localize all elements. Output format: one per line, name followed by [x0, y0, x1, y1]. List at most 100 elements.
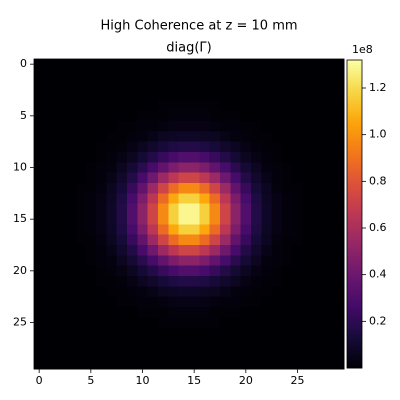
heatmap-cell	[75, 255, 87, 267]
heatmap-cell	[323, 152, 335, 163]
heatmap-cell	[96, 224, 107, 236]
heatmap-cell	[85, 162, 97, 174]
heatmap-cell	[158, 245, 169, 256]
heatmap-cell	[96, 245, 107, 256]
colorbar-segment	[347, 126, 362, 130]
heatmap-cell	[106, 317, 118, 329]
heatmap-cell	[199, 79, 211, 91]
heatmap-cell	[189, 100, 200, 112]
heatmap-cell	[333, 245, 345, 256]
heatmap-cell	[65, 131, 76, 143]
heatmap-cell	[44, 203, 56, 215]
y-tick-label: 0	[20, 57, 27, 70]
heatmap-cell	[189, 286, 200, 298]
heatmap-cell	[230, 183, 242, 194]
heatmap-cell	[34, 214, 45, 225]
heatmap-cell	[75, 79, 87, 91]
heatmap-cell	[158, 327, 169, 339]
heatmap-cell	[44, 59, 56, 70]
heatmap-cell	[106, 255, 118, 267]
x-tick-label: 15	[187, 374, 201, 387]
heatmap-cell	[220, 317, 231, 329]
heatmap-cell	[96, 307, 107, 318]
heatmap-cell	[85, 265, 97, 277]
colorbar-segment	[347, 154, 362, 159]
heatmap-cell	[44, 338, 56, 349]
heatmap-cell	[137, 348, 149, 360]
heatmap-cell	[158, 59, 169, 70]
heatmap-cell	[251, 69, 262, 81]
heatmap-cell	[261, 255, 273, 267]
heatmap-cell	[220, 214, 231, 225]
heatmap-cell	[127, 358, 138, 370]
heatmap-cell	[96, 276, 107, 287]
heatmap-cell	[106, 245, 118, 256]
colorbar-segment	[347, 285, 362, 289]
heatmap-cell	[137, 203, 149, 215]
heatmap-cell	[199, 203, 211, 215]
heatmap-cell	[116, 255, 128, 267]
colorbar-segment	[347, 247, 362, 251]
heatmap-cell	[292, 90, 304, 101]
heatmap-cell	[75, 69, 87, 81]
x-tick-label: 5	[87, 374, 94, 387]
heatmap-cell	[209, 348, 221, 360]
heatmap-cell	[240, 141, 252, 153]
heatmap-cell	[313, 172, 324, 184]
heatmap-cell	[189, 276, 200, 287]
heatmap-cell	[292, 100, 304, 112]
heatmap-cell	[199, 69, 211, 81]
colorbar-segment	[347, 291, 362, 295]
heatmap-cell	[240, 79, 252, 91]
colorbar-segment	[347, 314, 362, 318]
heatmap-cell	[34, 327, 45, 339]
heatmap-cell	[220, 348, 231, 360]
heatmap-cell	[127, 317, 138, 329]
heatmap-cell	[240, 131, 252, 143]
heatmap-cell	[168, 203, 180, 215]
heatmap-cell	[209, 141, 221, 153]
heatmap-cell	[127, 203, 138, 215]
heatmap-cell	[147, 152, 159, 163]
heatmap-cell	[240, 162, 252, 174]
heatmap-cell	[199, 317, 211, 329]
heatmap-cell	[271, 358, 283, 370]
heatmap-cell	[158, 255, 169, 267]
colorbar-segment	[347, 234, 362, 238]
heatmap-cell	[282, 172, 293, 184]
y-tick-label: 10	[13, 161, 27, 174]
heatmap-cell	[34, 317, 45, 329]
heatmap-cell	[313, 141, 324, 153]
heatmap-cell	[158, 172, 169, 184]
heatmap-cell	[230, 110, 242, 122]
heatmap-cell	[168, 224, 180, 236]
heatmap-cell	[313, 286, 324, 298]
heatmap-cell	[220, 193, 231, 205]
heatmap-cell	[220, 59, 231, 70]
heatmap-cell	[282, 59, 293, 70]
heatmap-cell	[292, 327, 304, 339]
heatmap-cell	[323, 121, 335, 132]
colorbar-segment	[347, 231, 362, 236]
heatmap-cell	[85, 296, 97, 308]
heatmap-cell	[106, 286, 118, 298]
heatmap-cell	[54, 286, 66, 298]
heatmap-cell	[189, 79, 200, 91]
colorbar-segment	[347, 221, 362, 225]
heatmap-cell	[251, 162, 262, 174]
heatmap-cell	[282, 338, 293, 349]
heatmap-cell	[147, 348, 159, 360]
colorbar-segment	[347, 214, 362, 218]
heatmap-cell	[292, 203, 304, 215]
heatmap-cell	[323, 203, 335, 215]
colorbar-segment	[347, 106, 362, 110]
y-tick-label: 25	[13, 316, 27, 329]
heatmap-cell	[209, 307, 221, 318]
heatmap-cell	[271, 286, 283, 298]
heatmap-cell	[313, 245, 324, 256]
colorbar-tick-label: 1.0	[369, 128, 387, 141]
heatmap-cell	[168, 296, 180, 308]
heatmap-cell	[106, 276, 118, 287]
heatmap-cell	[220, 224, 231, 236]
heatmap-cell	[168, 307, 180, 318]
